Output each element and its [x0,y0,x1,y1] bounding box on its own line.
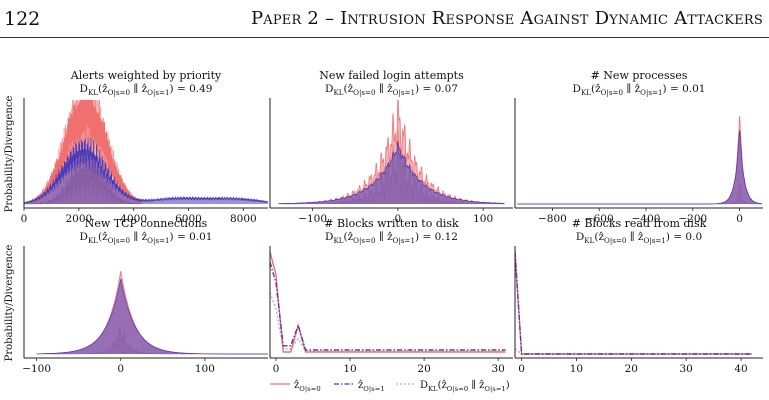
panel-subtitle: DKL(ẑO|s=0 ∥ ẑO|s=1) = 0.49 [80,83,213,97]
x-tick-label: 8000 [230,213,257,225]
series-s1 [517,130,762,205]
plot-area [515,251,752,355]
x-tick-label: −200 [678,213,707,225]
x-tick-label: −100 [22,363,51,375]
plot-area [517,115,762,205]
legend-label-s0: ẑO|s=0 [294,380,321,393]
series-s1 [270,262,506,351]
x-tick-label: 10 [570,363,583,375]
panel-title: # New processes [591,69,688,82]
area-s0 [36,271,268,354]
series-s1 [24,137,268,204]
panel-subtitle: DKL(ẑO|s=0 ∥ ẑO|s=1) = 0.01 [573,83,706,97]
y-axis-label: Probability/Divergence [4,245,15,362]
panel-subtitle: DKL(ẑO|s=0 ∥ ẑO|s=1) = 0.12 [325,231,458,245]
panel-subtitle: DKL(ẑO|s=0 ∥ ẑO|s=1) = 0.0 [576,231,702,245]
area-s1 [517,130,762,204]
panel-title: New TCP connections [85,217,208,230]
x-tick-label: 100 [473,213,493,225]
x-tick-label: 20 [417,363,430,375]
area-dkl [517,184,762,204]
y-axis-label: Probability/Divergence [4,96,15,213]
running-title: Paper 2 – Intrusion Response Against Dyn… [250,8,763,29]
x-tick-label: 2000 [65,213,92,225]
area-s0 [278,100,505,204]
x-tick-label: 30 [491,363,504,375]
area-s1 [36,279,268,354]
area-s0 [517,116,762,204]
page-header: 122 Paper 2 – Intrusion Response Against… [0,0,769,42]
page-number: 122 [4,8,41,30]
plot-area [270,251,506,353]
x-tick-label: −800 [538,213,567,225]
panel-subtitle: DKL(ẑO|s=0 ∥ ẑO|s=1) = 0.01 [80,231,213,245]
legend: ẑO|s=0 ẑO|s=1 DKL(ẑO|s=0 ∥ ẑO|s=1) [270,379,510,393]
plot-area [24,100,268,205]
series-s1 [278,141,505,204]
x-tick-label: −100 [298,213,327,225]
x-tick-label: 0 [736,213,743,225]
x-tick-label: 6000 [175,213,202,225]
panel-title: Alerts weighted by priority [70,69,222,82]
series-s0 [515,251,752,355]
series-dkl [270,292,506,352]
legend-label-dkl: DKL(ẑO|s=0 ∥ ẑO|s=1) [420,379,510,393]
series-s0 [36,270,268,355]
panel-title: # Blocks read from disk [572,217,707,230]
x-tick-label: 30 [679,363,692,375]
panel-subtitle: DKL(ẑO|s=0 ∥ ẑO|s=1) = 0.07 [325,83,458,97]
plot-area [278,100,505,205]
panel-title: New failed login attempts [319,69,464,82]
x-tick-label: 40 [734,363,747,375]
series-dkl [517,183,762,205]
x-tick-label: −400 [632,213,661,225]
x-tick-label: 0 [21,213,28,225]
plot-area [36,270,268,355]
header-rule [0,37,769,38]
x-tick-label: 0 [518,363,525,375]
x-tick-label: 100 [195,363,215,375]
series-s1 [515,251,752,355]
x-tick-label: 0 [117,363,124,375]
legend-label-s1: ẑO|s=1 [358,380,385,393]
series-dkl [515,348,752,355]
x-tick-label: −600 [585,213,614,225]
x-tick-label: 0 [395,213,402,225]
x-tick-label: 10 [343,363,356,375]
x-tick-label: 4000 [120,213,147,225]
series-s1 [36,278,268,355]
x-tick-label: 20 [625,363,638,375]
area-s1 [278,141,505,204]
panel-title: # Blocks written to disk [324,217,459,230]
x-tick-label: 0 [273,363,280,375]
series-s0 [270,251,506,353]
series-s0 [517,115,762,205]
